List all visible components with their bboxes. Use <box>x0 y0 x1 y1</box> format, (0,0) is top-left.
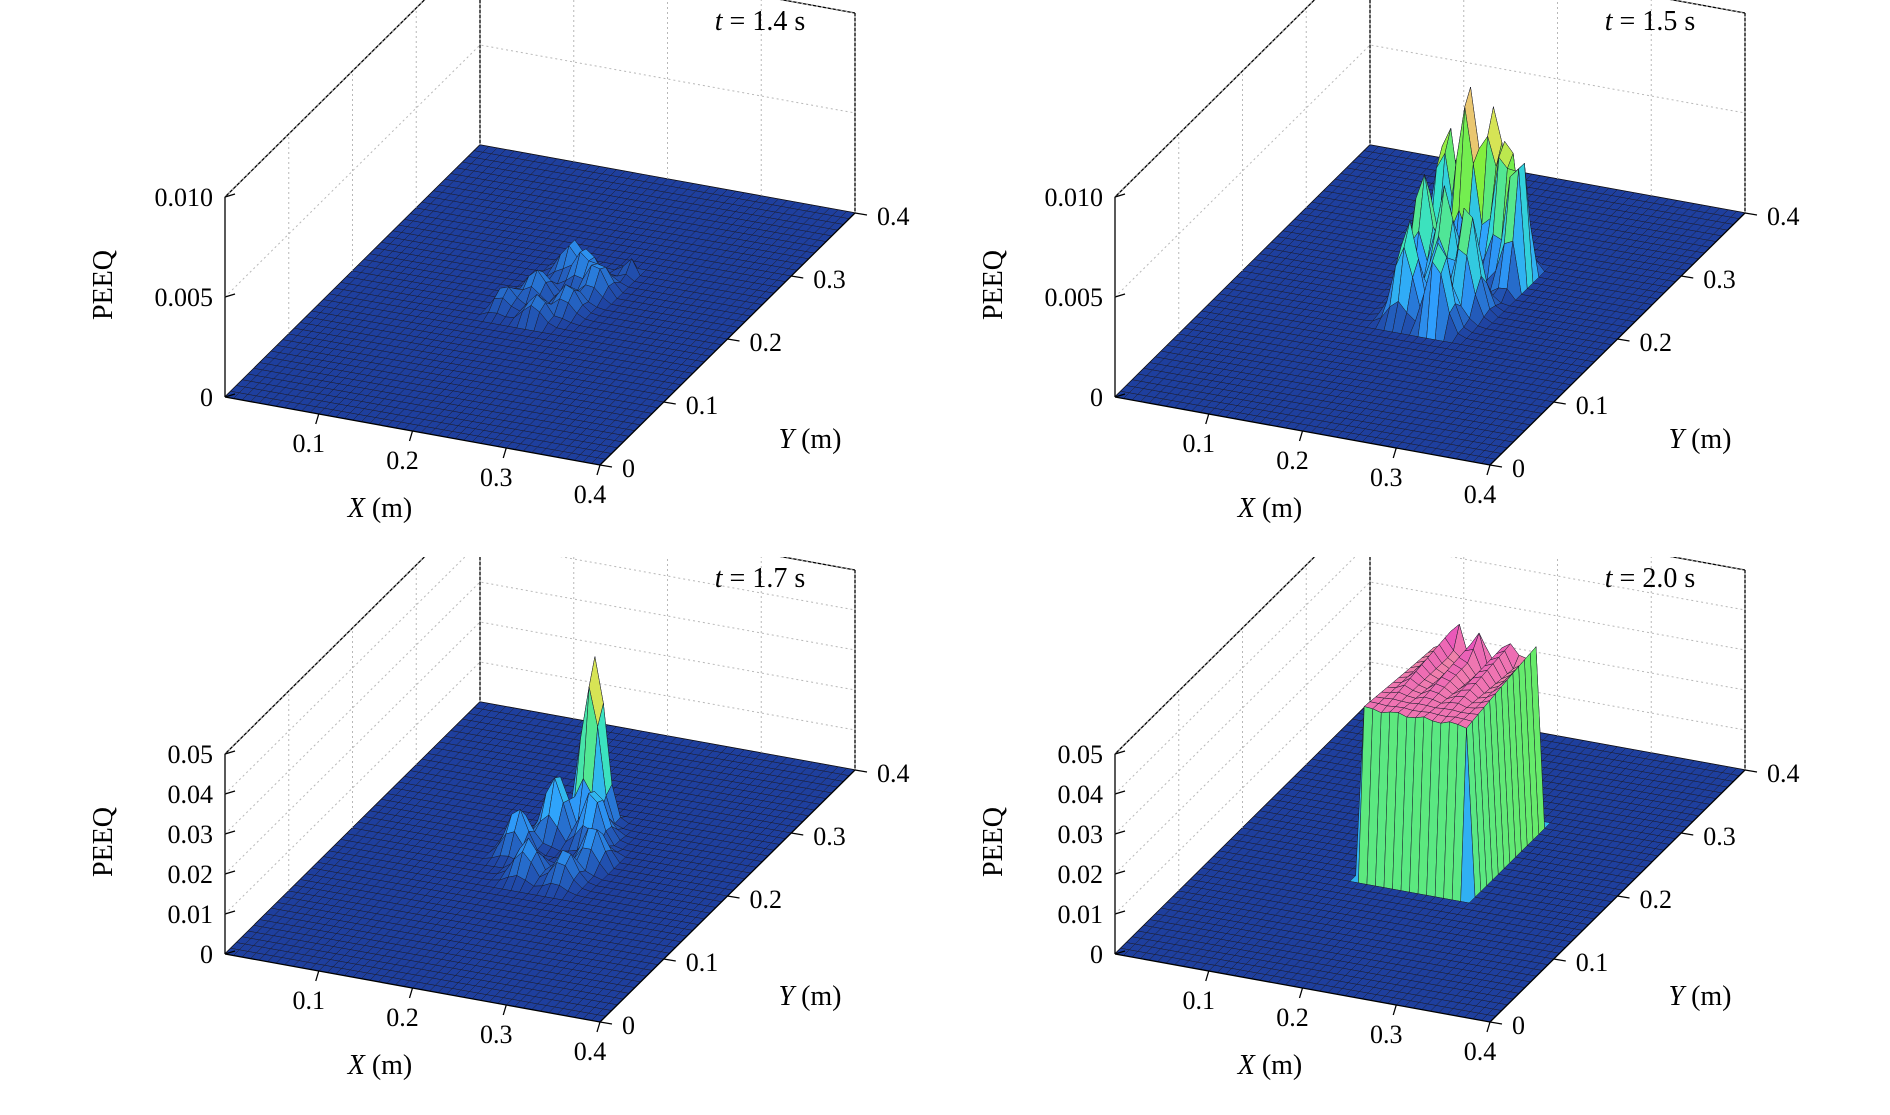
surface-mesh <box>224 144 856 466</box>
surface-plot: 00.010.020.030.040.050.10.20.30.400.10.2… <box>88 557 910 1081</box>
surface-mesh <box>224 656 856 1023</box>
y-tick-mark <box>1553 401 1566 405</box>
y-axis-unit: (m) <box>1684 424 1731 455</box>
y-axis-var: Y <box>778 424 797 455</box>
x-axis-var: X <box>347 493 366 524</box>
box-edge <box>224 557 426 755</box>
y-tick-mark <box>1489 464 1503 468</box>
panel-title: t = 1.4 s <box>715 6 805 37</box>
title-value: = 1.5 s <box>1613 6 1696 37</box>
x-axis-unit: (m) <box>365 493 412 524</box>
front-axes <box>224 193 868 476</box>
y-tick-mark <box>1681 275 1694 279</box>
y-tick-mark <box>663 401 676 405</box>
z-tick-mark <box>1114 193 1126 198</box>
x-tick-label: 0.3 <box>1370 463 1403 492</box>
x-tick-mark <box>408 430 414 442</box>
x-tick-mark <box>502 447 507 459</box>
y-axis-var: Y <box>1668 424 1687 455</box>
x-tick-label: 0.2 <box>1276 446 1309 475</box>
z-tick-mark <box>1114 293 1126 298</box>
panel-title: t = 1.5 s <box>1605 6 1695 37</box>
y-tick-mark <box>791 275 804 279</box>
x-tick-mark <box>1205 413 1210 425</box>
box-edge <box>1114 0 1316 198</box>
z-axis-label: PEEQ <box>978 250 1009 320</box>
x-tick-label: 0.1 <box>293 429 326 458</box>
z-axis-label: PEEQ <box>88 250 119 320</box>
y-tick-label: 0.1 <box>686 391 719 420</box>
y-tick-mark <box>1617 338 1630 342</box>
y-axis-label: Y (m) <box>778 424 841 455</box>
front-axes <box>1114 193 1758 476</box>
y-tick-label: 0.2 <box>1640 328 1673 357</box>
z-tick-label: 0 <box>1090 383 1103 412</box>
y-axis-label: Y (m) <box>1668 424 1731 455</box>
plot-panel-t-1.5: 0 0.005 0.010 0.1 0.2 0.3 0.4 0 0.1 0.2 0.3 0.4 X (m… <box>890 0 1835 557</box>
y-tick-label: 0 <box>622 454 635 483</box>
z-tick-label: 0.010 <box>155 183 214 212</box>
y-tick-label: 0.4 <box>877 202 910 231</box>
surface-plot: 0 0.005 0.010 0.1 0.2 0.3 0.4 0 0.1 0.2 0.3 0.4 X (m… <box>88 0 910 524</box>
x-tick-label: 0.3 <box>480 463 513 492</box>
z-tick-mark <box>1114 393 1126 398</box>
y-axis-unit: (m) <box>794 424 841 455</box>
x-tick-mark <box>1298 430 1304 442</box>
z-tick-label: 0.005 <box>1045 283 1104 312</box>
surface-plot: 0 0.005 0.010 0.1 0.2 0.3 0.4 0 0.1 0.2 0.3 0.4 X (m… <box>978 0 1800 524</box>
y-tick-label: 0.3 <box>1703 265 1736 294</box>
x-tick-label: 0.4 <box>1464 480 1497 509</box>
y-tick-label: 0.2 <box>750 328 783 357</box>
y-tick-label: 0.4 <box>1767 202 1800 231</box>
plot-panel-t-1.4: 0 0.005 0.010 0.1 0.2 0.3 0.4 0 0.1 0.2 0.3 0.4 X (m… <box>0 0 945 557</box>
z-tick-label: 0 <box>200 383 213 412</box>
x-tick-label: 0.4 <box>574 480 607 509</box>
y-tick-mark <box>854 212 868 216</box>
x-tick-mark <box>596 464 601 476</box>
title-var: t <box>1605 6 1614 37</box>
y-tick-mark <box>599 464 613 468</box>
title-value: = 1.4 s <box>723 6 806 37</box>
x-axis-label: X (m) <box>1237 493 1303 524</box>
y-tick-label: 0.1 <box>1576 391 1609 420</box>
z-tick-mark <box>224 293 236 298</box>
x-tick-mark <box>1486 464 1491 476</box>
z-tick-mark <box>224 193 236 198</box>
y-tick-mark <box>727 338 740 342</box>
x-tick-mark <box>1392 447 1397 459</box>
y-tick-label: 0 <box>1512 454 1525 483</box>
y-tick-label: 0.3 <box>813 265 846 294</box>
x-tick-label: 0.1 <box>1183 429 1216 458</box>
y-tick-mark <box>1744 212 1758 216</box>
z-tick-mark <box>224 393 236 398</box>
x-tick-label: 0.2 <box>386 446 419 475</box>
x-axis-label: X (m) <box>347 493 413 524</box>
x-axis-var: X <box>1237 493 1256 524</box>
x-tick-mark <box>315 413 320 425</box>
surface-mesh <box>1114 86 1746 466</box>
z-tick-label: 0.010 <box>1045 183 1104 212</box>
box-edge <box>224 0 426 198</box>
z-tick-label: 0.005 <box>155 283 214 312</box>
x-axis-unit: (m) <box>1255 493 1302 524</box>
title-var: t <box>715 6 724 37</box>
plot-panel-t-1.7: 0 0.01 0.02 0.03 0.04 0.05 0.1 0.2 0.3 0.4 0 0.1 0.2… <box>0 557 945 1114</box>
